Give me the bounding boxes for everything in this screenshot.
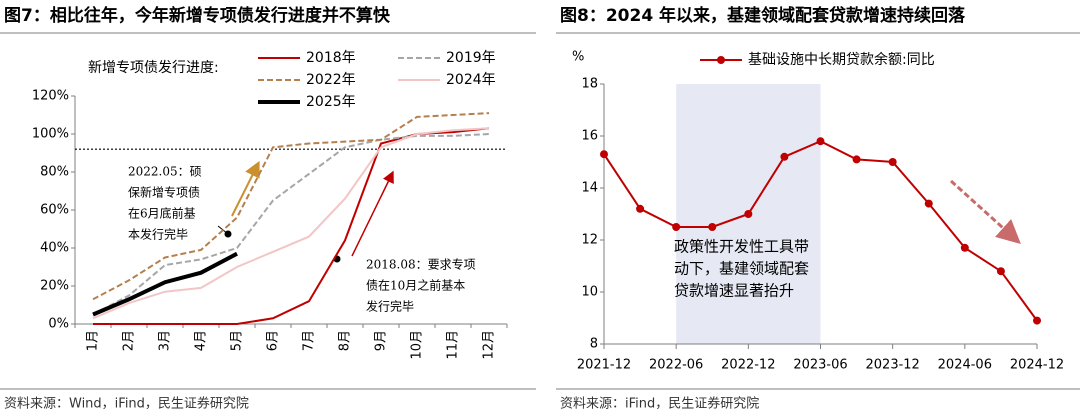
- x-tick-label: 2024-12: [1010, 358, 1064, 373]
- legend-marker: [717, 56, 725, 64]
- series-marker: [672, 223, 681, 231]
- y-tick-label: 10: [581, 285, 598, 300]
- x-tick-label: 11月: [446, 330, 461, 360]
- x-tick-label: 3月: [158, 330, 173, 351]
- source: 资料来源：iFind，民生证券研究院: [560, 396, 759, 412]
- y-tick-label: 0%: [48, 317, 69, 332]
- chart-title: 新增专项债发行进度:: [88, 60, 219, 76]
- x-tick-label: 5月: [230, 330, 245, 351]
- legend-label: 基础设施中长期贷款余额:同比: [748, 51, 935, 68]
- x-tick-label: 2022-06: [649, 358, 703, 373]
- series-marker: [816, 137, 825, 146]
- y-tick-label: 12: [581, 233, 598, 248]
- legend-label: 2024年: [446, 72, 496, 88]
- source: 资料来源：Wind，iFind，民生证券研究院: [4, 396, 249, 412]
- x-tick-label: 2023-12: [866, 358, 920, 373]
- series-marker: [852, 155, 861, 164]
- series-marker: [744, 210, 753, 218]
- y-tick-label: 80%: [40, 165, 69, 180]
- annotation: 2018.08：要求专项: [366, 257, 476, 272]
- series-marker: [996, 267, 1005, 276]
- series-line: [92, 127, 490, 320]
- annotation: 保新增专项债: [128, 185, 200, 200]
- series-marker: [600, 150, 608, 159]
- series-marker: [924, 199, 933, 208]
- x-tick-label: 2023-06: [793, 358, 847, 373]
- x-tick-label: 4月: [194, 330, 209, 351]
- arrow: [351, 170, 394, 257]
- x-tick-label: 10月: [410, 330, 425, 360]
- y-tick-label: 14: [581, 181, 598, 196]
- annotation: 政策性开发性工具带: [674, 238, 809, 256]
- x-tick-label: 7月: [302, 330, 317, 351]
- series-marker: [888, 158, 897, 166]
- series-marker: [1033, 316, 1041, 325]
- y-tick-label: 100%: [32, 127, 69, 142]
- series-marker: [780, 152, 789, 161]
- y-tick-label: 40%: [40, 241, 69, 256]
- legend-label: 2019年: [446, 50, 496, 66]
- series-marker: [960, 243, 969, 252]
- header: 图7：相比往年，今年新增专项债发行进度并不算快: [4, 5, 391, 26]
- y-tick-label: 18: [581, 77, 598, 92]
- x-tick-label: 2月: [122, 330, 137, 351]
- arrow: [949, 179, 1021, 245]
- annotation: 贷款增速显著抬升: [674, 282, 794, 300]
- x-tick-label: 1月: [86, 330, 101, 351]
- series-line: [92, 251, 238, 317]
- annotation: 2022.05：硕: [128, 165, 202, 179]
- x-tick-label: 9月: [374, 330, 389, 351]
- x-tick-label: 2022-12: [721, 358, 775, 373]
- x-tick-label: 12月: [482, 330, 497, 360]
- y-tick-label: 20%: [40, 279, 69, 294]
- y-tick-label: 16: [581, 129, 598, 144]
- legend-label: 2022年: [306, 72, 356, 88]
- x-tick-label: 2024-06: [938, 358, 992, 373]
- y-tick-label: 60%: [40, 203, 69, 218]
- annotation: 动下，基建领域配套: [674, 260, 809, 278]
- header: 图8：2024 年以来，基建领域配套贷款增速持续回落: [560, 5, 966, 26]
- legend-label: 2018年: [306, 50, 356, 66]
- series-marker: [708, 223, 717, 231]
- y-tick-label: 8: [590, 337, 598, 352]
- annotation: 发行完毕: [366, 299, 414, 314]
- annotation: 债在10月之前基本: [366, 278, 465, 293]
- arrow: [231, 160, 260, 217]
- y-tick-label: 120%: [32, 89, 69, 104]
- annotation: 在6月底前基: [128, 206, 196, 221]
- y-axis-label: %: [572, 50, 584, 65]
- x-tick-label: 2021-12: [577, 358, 631, 373]
- series-line: [92, 133, 490, 316]
- series-marker: [636, 204, 645, 213]
- x-tick-label: 6月: [266, 330, 281, 351]
- series-line: [92, 112, 490, 301]
- legend-label: 2025年: [306, 94, 356, 110]
- x-tick-label: 8月: [338, 330, 353, 351]
- annotation: 本发行完毕: [128, 227, 188, 242]
